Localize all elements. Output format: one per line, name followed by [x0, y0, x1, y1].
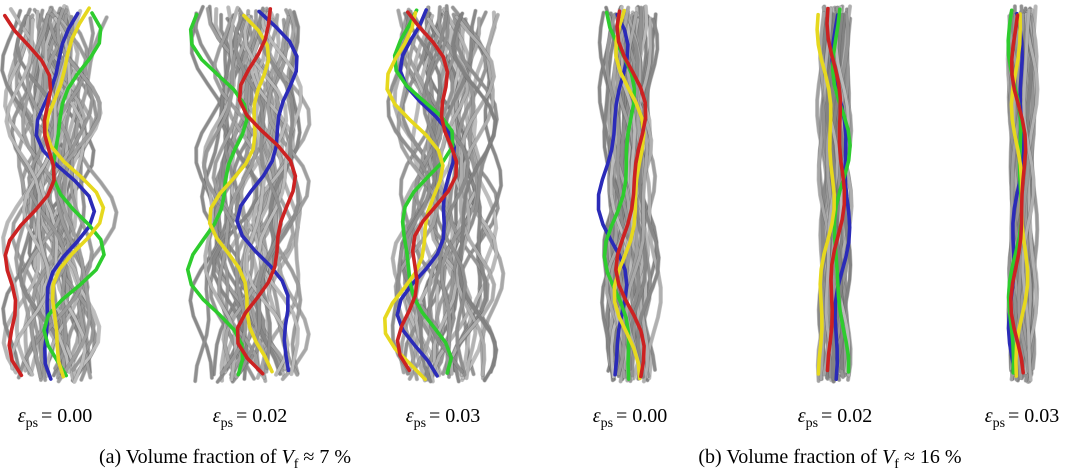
fiber — [15, 14, 62, 377]
highlighted-fiber — [395, 10, 459, 373]
strain-label: εps = 0.03 — [406, 405, 481, 431]
highlighted-fiber — [3, 13, 56, 378]
fiber — [636, 17, 661, 379]
subscript: ps — [26, 416, 38, 431]
fiber — [257, 6, 300, 370]
fiber — [4, 18, 51, 370]
fiber — [424, 11, 470, 374]
fiber — [635, 17, 663, 379]
fiber — [266, 15, 311, 377]
caption-suffix: ≈ 7 % — [303, 446, 351, 468]
strain-label: εps = 0.00 — [18, 405, 93, 431]
symbol: ε — [798, 405, 806, 427]
fiber-bundle — [1005, 4, 1040, 384]
caption-prefix: (b) Volume fraction of — [698, 446, 877, 468]
highlighted-fiber — [815, 12, 837, 376]
symbol: ε — [213, 405, 221, 427]
fiber — [411, 13, 456, 381]
value: = 0.03 — [429, 405, 480, 427]
fiber — [250, 12, 295, 370]
strain-label: εps = 0.00 — [593, 405, 668, 431]
highlighted-fiber — [382, 11, 445, 382]
symbol: ε — [985, 405, 993, 427]
highlighted-fiber — [395, 8, 457, 378]
fiber — [1021, 8, 1036, 382]
subscript: ps — [993, 416, 1005, 431]
fiber-bundle — [382, 3, 506, 384]
highlighted-fiber — [235, 9, 299, 373]
fiber — [600, 5, 625, 382]
value: = 0.02 — [236, 405, 287, 427]
fiber-bundle — [596, 4, 663, 384]
fiber — [405, 16, 452, 379]
caption-suffix: ≈ 16 % — [904, 446, 962, 468]
symbol: V — [282, 446, 297, 468]
strain-label: εps = 0.03 — [985, 405, 1060, 431]
value: = 0.00 — [41, 405, 92, 427]
subscript: ps — [221, 416, 233, 431]
caption-prefix: (a) Volume fraction of — [99, 446, 277, 468]
strain-label: εps = 0.02 — [798, 405, 873, 431]
symbol: ε — [593, 405, 601, 427]
fiber-bundle — [185, 4, 312, 384]
subscript: f — [294, 457, 299, 472]
labels: εps = 0.00 εps = 0.02 εps = 0.03(a) Volume fr… — [18, 405, 1060, 472]
fiber — [212, 17, 259, 381]
highlighted-fiber — [825, 6, 847, 373]
strain-label: εps = 0.02 — [213, 405, 288, 431]
fiber-bundle — [0, 3, 119, 384]
highlighted-fiber — [1008, 13, 1028, 375]
fiber-bundle — [815, 4, 854, 384]
fiber — [1024, 12, 1039, 375]
fiber — [74, 15, 119, 380]
fiber — [39, 12, 88, 374]
highlighted-fiber — [44, 6, 106, 379]
fiber — [834, 17, 851, 373]
value: = 0.02 — [821, 405, 872, 427]
panel-caption: (b) Volume fraction of Vf ≈ 16 % — [698, 446, 961, 472]
fiber — [43, 14, 94, 372]
subscript: ps — [414, 416, 426, 431]
value: = 0.03 — [1008, 405, 1059, 427]
highlighted-fiber — [830, 7, 852, 374]
subscript: ps — [806, 416, 818, 431]
highlighted-fiber — [235, 7, 298, 376]
subscript: f — [894, 457, 899, 472]
fiber — [414, 14, 455, 383]
fiber — [818, 11, 836, 376]
fiber — [1016, 13, 1031, 374]
value: = 0.00 — [616, 405, 667, 427]
fiber — [37, 9, 87, 384]
fiber — [453, 13, 499, 374]
fiber — [243, 14, 290, 377]
highlighted-fiber — [612, 8, 646, 381]
highlighted-fiber — [185, 12, 249, 377]
symbol: ε — [18, 405, 26, 427]
panel-caption: (a) Volume fraction of Vf ≈ 7 % — [99, 446, 351, 472]
fiber — [451, 11, 498, 382]
symbol: V — [882, 446, 897, 468]
highlighted-fiber — [614, 9, 648, 379]
fiber-bundles — [0, 3, 1040, 384]
symbol: ε — [406, 405, 414, 427]
fiber — [27, 15, 74, 370]
fiber — [449, 15, 496, 376]
highlighted-fiber — [42, 11, 106, 378]
subscript: ps — [601, 416, 613, 431]
highlighted-fiber — [392, 8, 455, 375]
